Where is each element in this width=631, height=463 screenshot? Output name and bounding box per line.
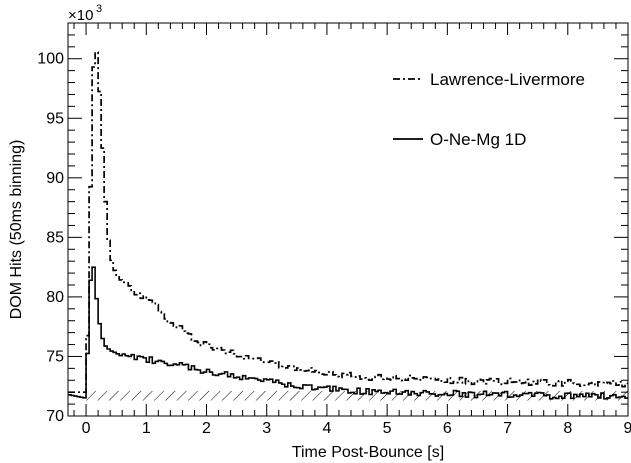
x-tick-label: 4 [322,420,331,437]
x-tick-label: 1 [142,420,151,437]
ticks-layer [68,22,629,417]
y-multiplier-exponent: 3 [96,3,102,15]
x-axis-title: Time Post-Bounce [s] [292,444,444,461]
background-band [86,390,628,401]
y-tick-label: 95 [46,110,64,127]
background-band-layer [86,390,628,401]
axes-layer [67,22,629,417]
legend-label-1: O-Ne-Mg 1D [430,130,526,149]
series-layer [68,51,628,400]
y-tick-label: 90 [46,170,64,187]
legend: Lawrence-Livermore O-Ne-Mg 1D [393,70,585,149]
y-tick-label: 100 [37,51,64,68]
y-tick-label: 70 [46,408,64,425]
series-line-1 [68,266,628,400]
x-tick-label: 5 [383,420,392,437]
y-axis-title: DOM Hits (50ms binning) [8,140,25,320]
y-axis-multiplier: ×10 3 [68,3,102,24]
x-tick-label: 3 [262,420,271,437]
plot-background [68,23,628,416]
y-multiplier-base: ×10 [68,7,93,24]
x-tick-label: 8 [563,420,572,437]
x-tick-label: 9 [624,420,631,437]
plot-area [68,23,628,416]
x-tick-label: 6 [443,420,452,437]
x-tick-label: 0 [82,420,91,437]
y-tick-label: 75 [46,348,64,365]
series-line-0 [68,51,628,394]
y-tick-label: 80 [46,289,64,306]
y-tick-label: 85 [46,229,64,246]
x-tick-label: 2 [202,420,211,437]
x-tick-label: 7 [503,420,512,437]
tick-labels-layer: 0 1 2 3 4 5 6 7 8 9 70 75 80 85 90 95 100 [37,51,631,437]
plot-frame [67,22,629,417]
legend-label-0: Lawrence-Livermore [430,70,585,89]
